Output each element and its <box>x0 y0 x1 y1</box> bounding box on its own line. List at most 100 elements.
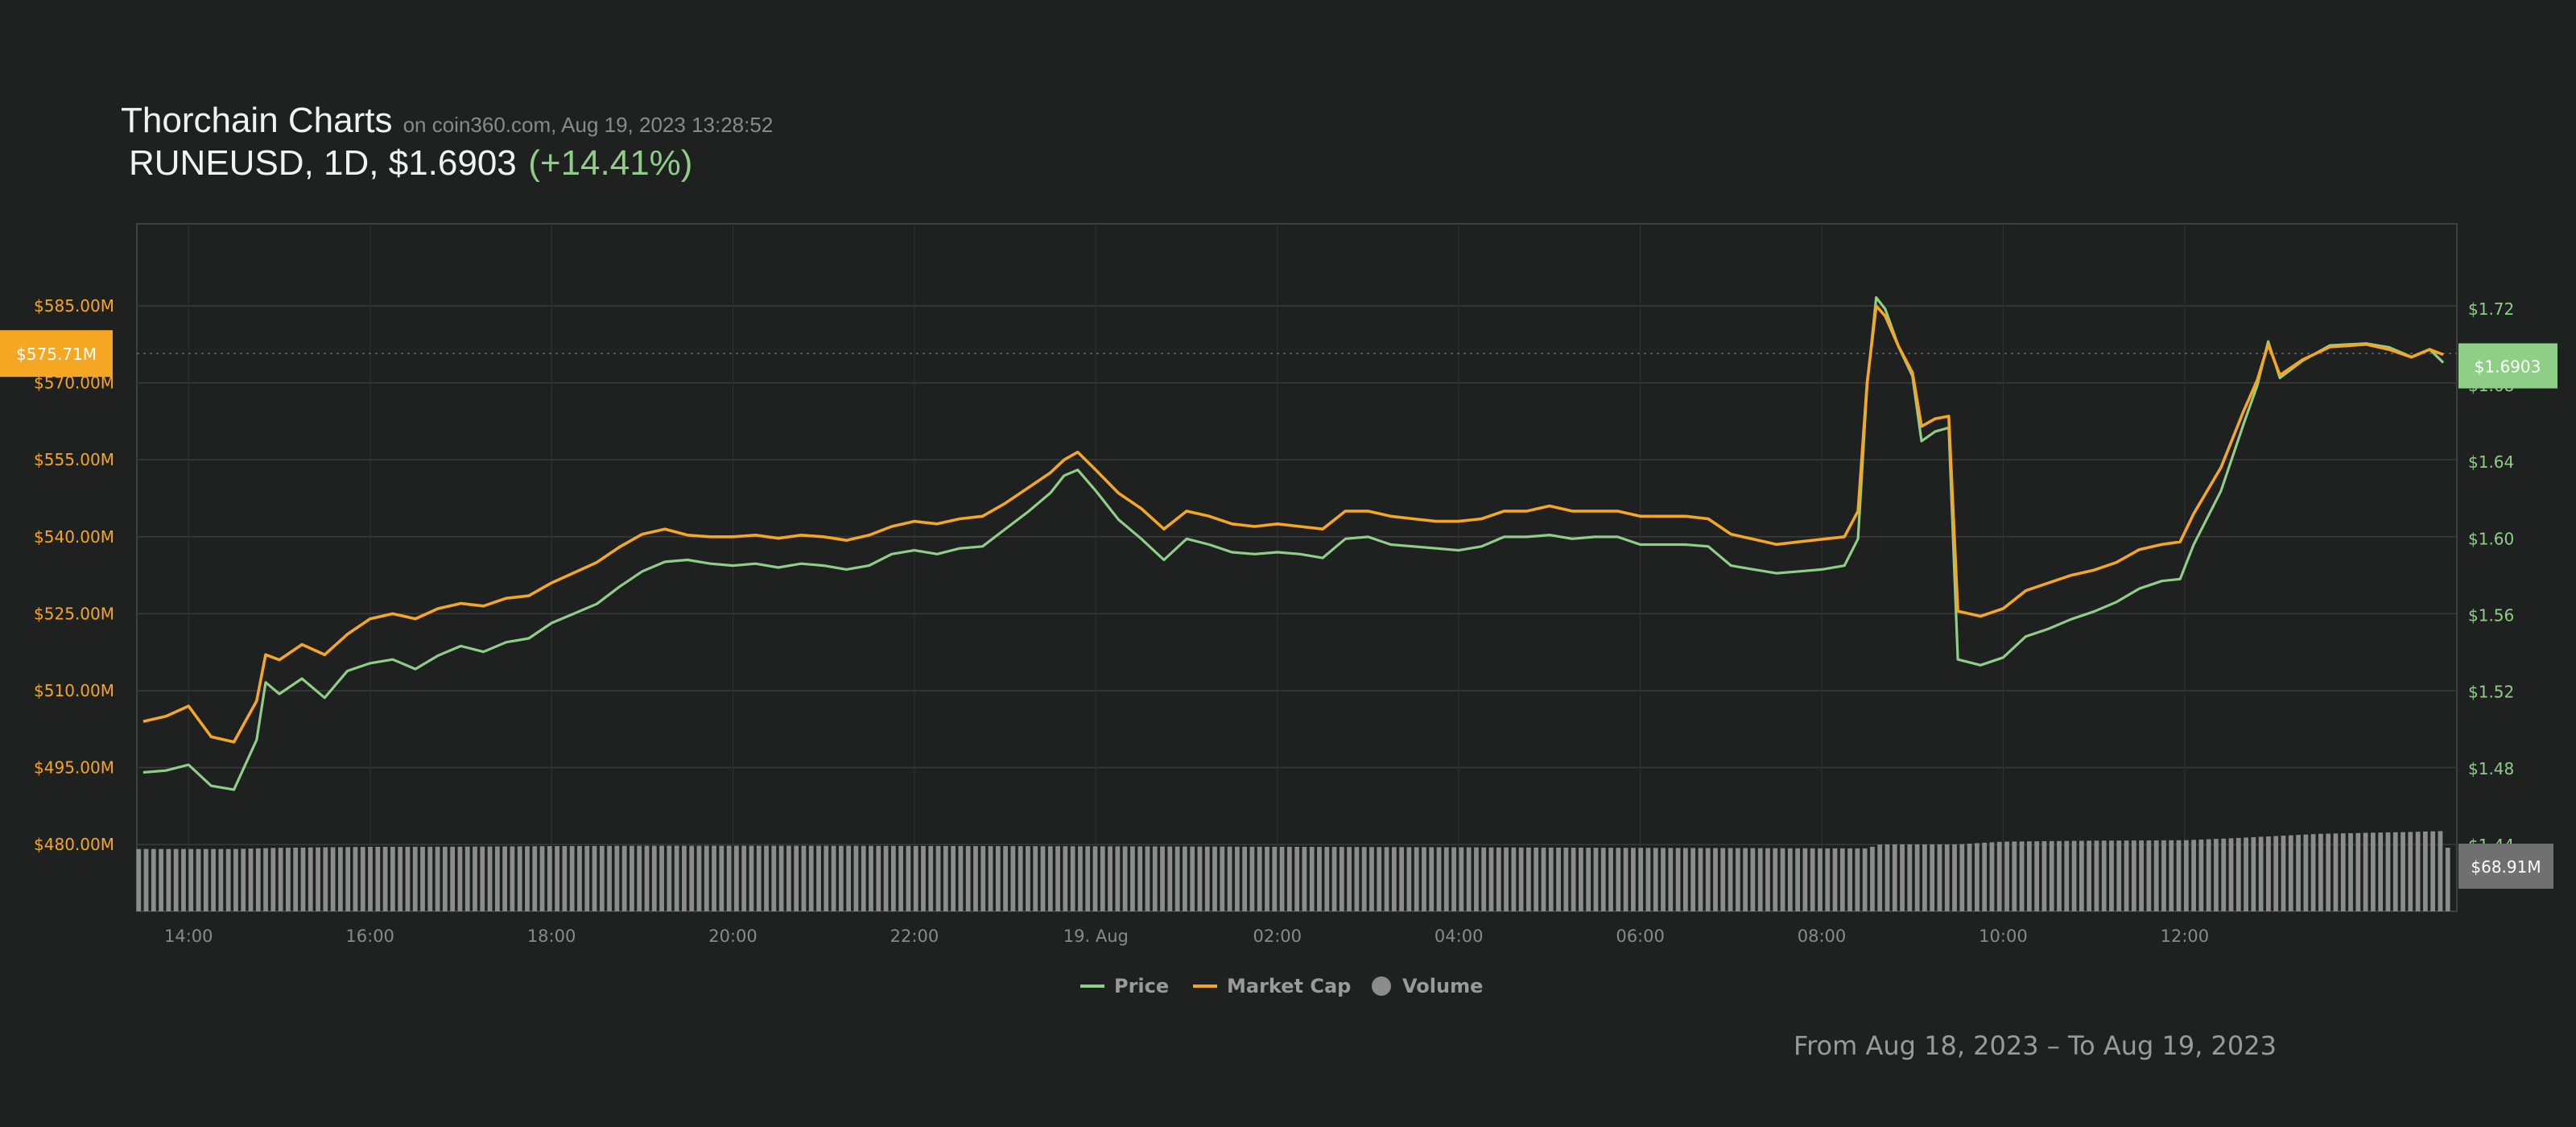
volume-bar <box>898 845 904 911</box>
volume-bar <box>330 847 336 911</box>
volume-bar <box>861 845 866 911</box>
volume-bar <box>562 846 568 911</box>
volume-bar <box>270 848 276 911</box>
volume-bar <box>1586 848 1591 911</box>
market-cap-line <box>142 304 2444 744</box>
volume-bar <box>1892 844 1897 911</box>
volume-bar <box>719 845 724 911</box>
volume-bar <box>2064 840 2070 911</box>
volume-bar <box>136 848 142 911</box>
volume-bar <box>360 847 365 911</box>
right-axis-tick-label: $1.48 <box>2468 759 2514 778</box>
volume-bar <box>196 848 201 911</box>
volume-bar <box>1384 847 1389 911</box>
volume-bar <box>2131 840 2136 911</box>
volume-bar <box>1563 847 1569 911</box>
volume-bar <box>1571 848 1576 911</box>
volume-bar <box>2281 836 2286 911</box>
volume-bar <box>1608 848 1613 911</box>
volume-bar <box>1780 848 1785 911</box>
volume-bar <box>286 848 291 911</box>
volume-bar <box>2385 832 2391 911</box>
volume-bar <box>1488 847 1494 911</box>
volume-bar <box>1459 847 1464 911</box>
volume-bar <box>1735 848 1740 911</box>
volume-bar <box>2228 838 2234 911</box>
volume-bar <box>928 845 934 911</box>
volume-bar <box>1593 848 1599 911</box>
volume-bar <box>2355 832 2361 911</box>
volume-bar <box>338 847 343 911</box>
ticker-summary: RUNEUSD, 1D, $1.6903 <box>129 143 517 183</box>
volume-bar <box>667 845 672 911</box>
volume-bar <box>1825 848 1831 911</box>
volume-bar <box>1018 846 1023 911</box>
volume-bar <box>255 848 261 911</box>
volume-bar <box>2333 833 2339 911</box>
volume-bar <box>2019 841 2025 911</box>
volume-bar <box>1063 846 1068 911</box>
volume-bar <box>786 845 791 911</box>
volume-bar <box>1907 844 1913 911</box>
volume-bar <box>1242 846 1248 911</box>
volume-bar <box>502 846 508 911</box>
volume-bar <box>2087 840 2092 911</box>
volume-bar <box>1174 846 1180 911</box>
volume-bar <box>1661 848 1666 911</box>
volume-bar <box>1877 844 1883 911</box>
volume-bar <box>353 847 358 911</box>
market-cap-badge <box>0 330 113 378</box>
volume-bar <box>525 846 530 911</box>
volume-bar <box>630 845 634 911</box>
volume-bar <box>1885 844 1890 911</box>
volume-bar <box>1511 847 1517 911</box>
date-range: From Aug 18, 2023 – To Aug 19, 2023 <box>1794 1030 2277 1061</box>
volume-bar <box>2318 833 2323 911</box>
volume-bar <box>1204 846 1210 911</box>
plot-frame <box>136 223 2458 912</box>
volume-bar <box>2041 840 2047 911</box>
x-axis-tick-label: 12:00 <box>2161 927 2210 946</box>
price-line <box>142 296 2445 791</box>
volume-bar <box>1638 848 1644 911</box>
volume-bar <box>1944 844 1950 911</box>
volume-bar <box>420 846 425 911</box>
volume-bar <box>1026 846 1030 911</box>
volume-bar <box>2415 832 2421 911</box>
legend-swatch-volume[interactable] <box>1372 976 1391 996</box>
volume-bar <box>749 845 754 911</box>
volume-bar <box>2296 835 2301 911</box>
right-axis-tick-label: $1.60 <box>2468 529 2514 548</box>
volume-bar <box>1534 847 1539 911</box>
volume-bar <box>1010 846 1016 911</box>
volume-bar <box>659 845 664 911</box>
volume-bar <box>1668 848 1674 911</box>
volume-bar <box>1183 846 1187 911</box>
volume-bar <box>801 845 807 911</box>
source-timestamp: on coin360.com, Aug 19, 2023 13:28:52 <box>402 113 774 137</box>
market-cap-badge-label: $575.71M <box>16 345 97 364</box>
volume-bar <box>2430 831 2436 911</box>
volume-bar <box>300 847 306 911</box>
volume-bar <box>1085 846 1091 911</box>
chart-header: Thorchain Charts on coin360.com, Aug 19,… <box>121 103 773 184</box>
volume-bar <box>2049 840 2054 911</box>
volume-bar <box>1130 846 1135 911</box>
price-badge-label: $1.6903 <box>2475 357 2541 377</box>
volume-bar <box>181 848 186 911</box>
volume-bar <box>1818 848 1823 911</box>
volume-bar <box>1429 847 1435 911</box>
volume-bar <box>1839 848 1845 911</box>
volume-bar <box>838 845 844 911</box>
volume-bar <box>151 848 156 911</box>
volume-bar <box>211 848 216 911</box>
volume-bar <box>1773 848 1778 911</box>
volume-bar <box>2124 840 2129 911</box>
volume-bar <box>1645 848 1651 911</box>
volume-bar <box>375 846 381 911</box>
volume-bar <box>1070 846 1075 911</box>
volume-bar <box>1347 847 1352 911</box>
volume-bar <box>1354 847 1360 911</box>
volume-bar <box>2139 840 2145 911</box>
